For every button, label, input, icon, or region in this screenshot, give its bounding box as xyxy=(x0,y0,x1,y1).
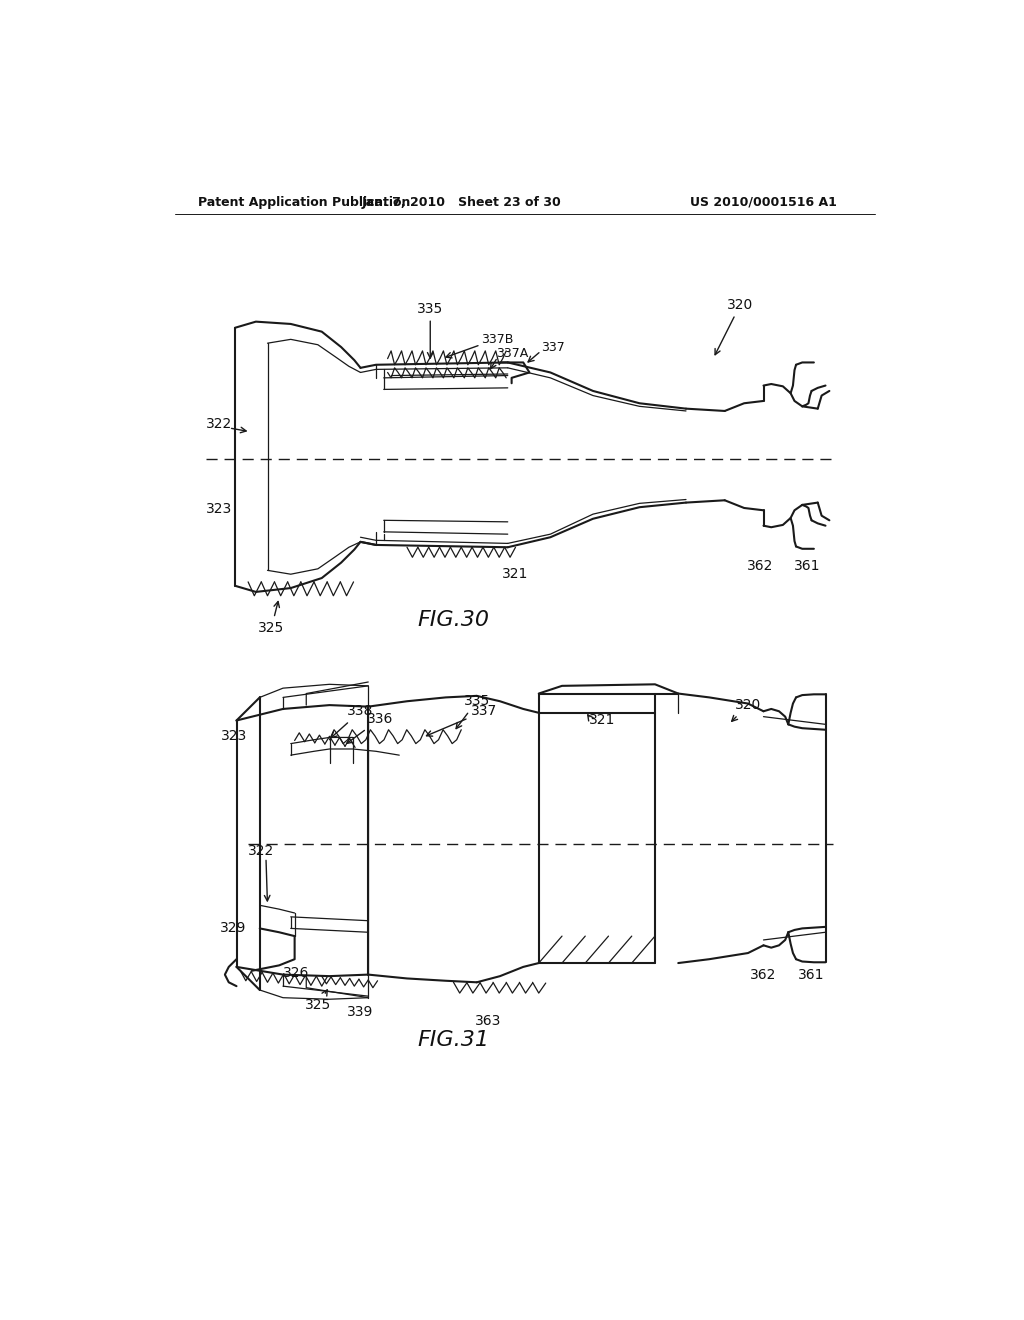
Text: 322: 322 xyxy=(206,417,231,432)
Text: 335: 335 xyxy=(456,694,489,729)
Text: 337A: 337A xyxy=(496,347,528,360)
Text: 335: 335 xyxy=(417,301,443,358)
Text: 339: 339 xyxy=(347,1005,374,1019)
Text: 361: 361 xyxy=(799,968,824,982)
Text: 322: 322 xyxy=(248,845,274,858)
Text: 320: 320 xyxy=(715,298,754,355)
Text: FIG.30: FIG.30 xyxy=(418,610,489,631)
Text: 325: 325 xyxy=(305,990,331,1012)
Text: US 2010/0001516 A1: US 2010/0001516 A1 xyxy=(690,195,837,209)
Text: 337: 337 xyxy=(426,705,498,737)
Text: 323: 323 xyxy=(206,502,231,516)
Text: 337: 337 xyxy=(541,341,565,354)
Text: 323: 323 xyxy=(221,729,247,743)
Text: 362: 362 xyxy=(751,968,776,982)
Text: Jan. 7, 2010   Sheet 23 of 30: Jan. 7, 2010 Sheet 23 of 30 xyxy=(361,195,561,209)
Text: FIG.31: FIG.31 xyxy=(418,1030,489,1049)
Text: 337B: 337B xyxy=(480,333,513,346)
Text: 338: 338 xyxy=(331,705,374,738)
Text: 326: 326 xyxy=(283,966,309,979)
Text: 325: 325 xyxy=(258,602,285,635)
Text: 320: 320 xyxy=(732,698,761,721)
Text: 321: 321 xyxy=(589,714,615,727)
Text: 363: 363 xyxy=(475,1014,502,1028)
Text: 321: 321 xyxy=(503,568,528,581)
Text: 329: 329 xyxy=(219,921,246,936)
Text: 361: 361 xyxy=(795,560,821,573)
Text: 362: 362 xyxy=(746,560,773,573)
Text: Patent Application Publication: Patent Application Publication xyxy=(198,195,411,209)
Text: 336: 336 xyxy=(347,711,393,743)
